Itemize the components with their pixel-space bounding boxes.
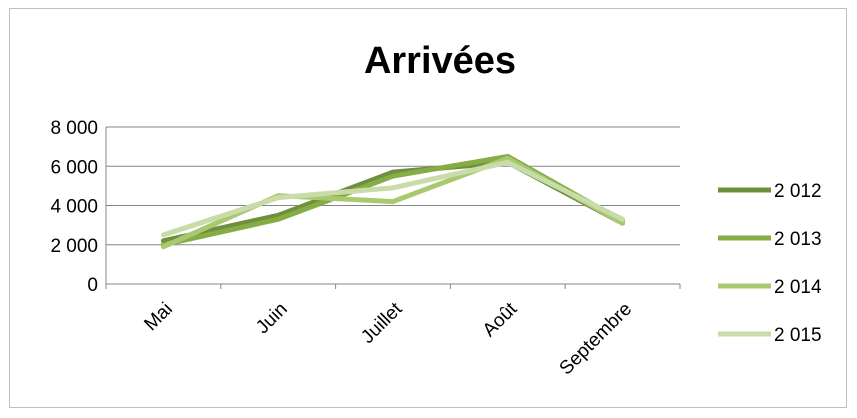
y-tick-label: 6 000 [50,157,98,178]
x-tick-label: Mai [140,299,177,336]
x-tick-label: Juillet [357,298,407,348]
legend-label: 2 015 [774,325,822,346]
y-tick-label: 4 000 [50,197,98,218]
legend-label: 2 013 [774,229,822,250]
x-tick-label: Septembre [556,299,637,380]
x-tick-label: Août [479,298,522,341]
legend-label: 2 012 [774,181,822,202]
series-line [160,159,626,238]
y-axis-tick-labels: 0 2 000 4 000 6 000 8 000 [50,118,98,296]
y-tick-label: 8 000 [50,118,98,139]
x-tick-label: Juin [252,299,291,338]
x-axis-tick-labels: Mai Juin Juillet Août Septembre [140,298,636,379]
chart-frame [9,8,847,408]
series-lines [160,153,626,250]
chart-title: Arrivées [363,40,517,82]
y-tick-label: 0 [87,275,98,296]
y-tick-label: 2 000 [50,236,98,257]
legend-label: 2 014 [774,277,822,298]
legend: 2 012 2 013 2 014 2 015 [718,181,822,346]
